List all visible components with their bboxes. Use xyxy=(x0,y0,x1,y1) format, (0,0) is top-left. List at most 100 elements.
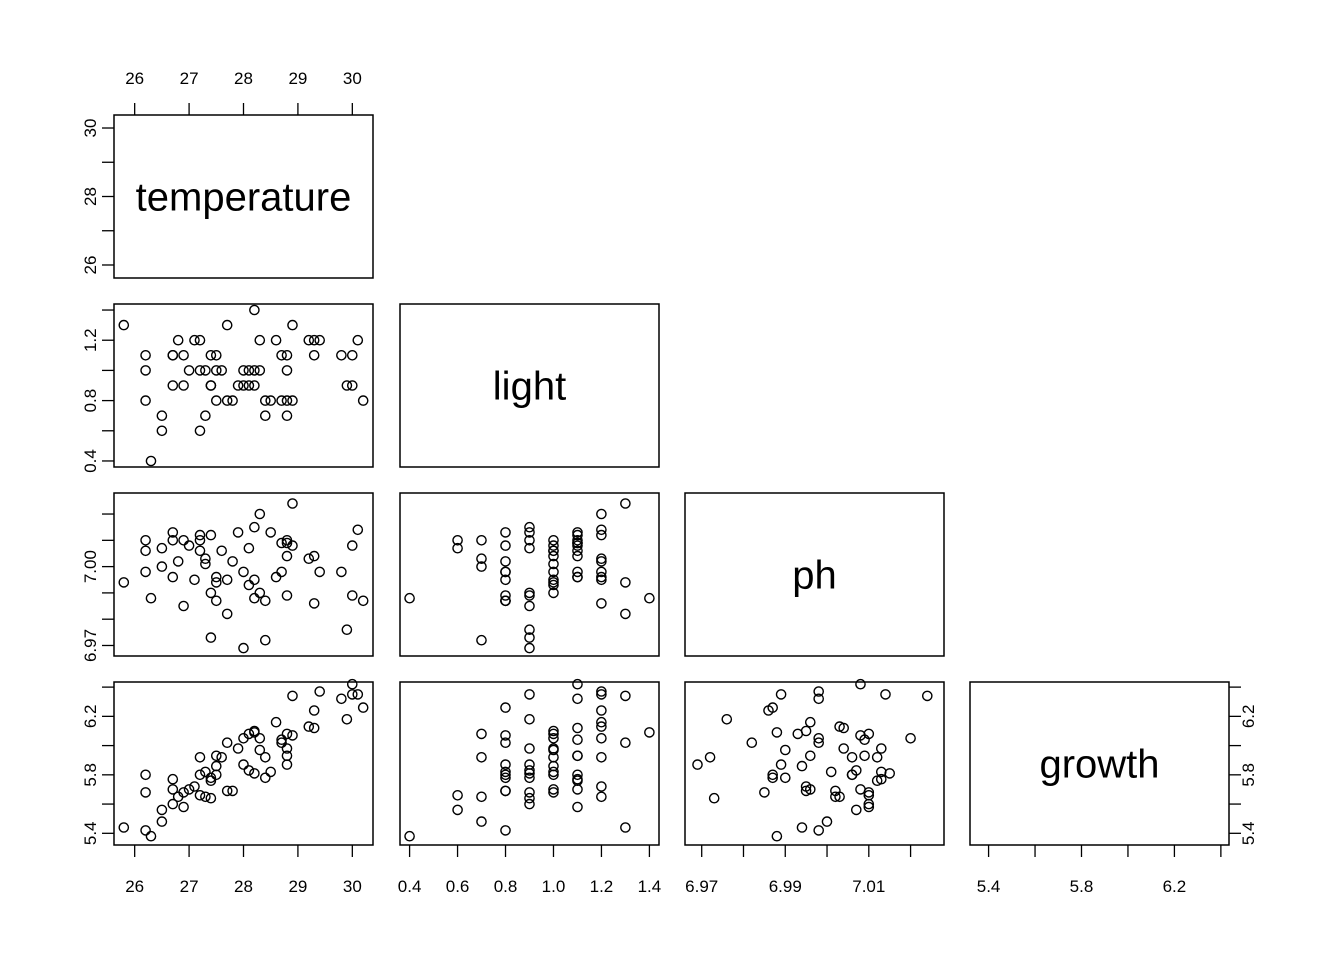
point-growth-vs-ph xyxy=(876,743,887,754)
point-growth-vs-temperature xyxy=(243,728,255,740)
point-ph-vs-light xyxy=(572,540,583,551)
point-growth-vs-ph xyxy=(838,743,850,754)
point-growth-vs-light xyxy=(572,678,583,690)
point-growth-vs-temperature xyxy=(183,784,195,795)
point-growth-vs-ph xyxy=(721,714,733,725)
point-ph-vs-light xyxy=(620,577,631,588)
point-light-vs-temperature xyxy=(259,410,271,422)
panel-growth-vs-growth xyxy=(969,681,1230,846)
tick-label-bottom-light: 0.4 xyxy=(398,877,422,896)
point-ph-vs-light xyxy=(596,508,607,520)
point-light-vs-temperature xyxy=(238,380,249,391)
point-light-vs-temperature xyxy=(232,380,244,391)
point-growth-vs-light xyxy=(596,752,607,763)
point-growth-vs-temperature xyxy=(145,830,157,842)
panel-light-vs-light xyxy=(399,303,660,468)
point-growth-vs-light xyxy=(500,772,511,784)
point-growth-vs-light xyxy=(596,733,607,744)
point-growth-vs-temperature xyxy=(205,775,217,787)
point-growth-vs-light xyxy=(404,830,415,842)
point-ph-vs-light xyxy=(524,590,535,601)
point-light-vs-temperature xyxy=(205,349,217,361)
point-light-vs-temperature xyxy=(216,365,227,376)
point-ph-vs-light xyxy=(572,529,583,541)
point-growth-vs-ph xyxy=(813,737,825,749)
point-ph-vs-temperature xyxy=(194,545,206,557)
point-ph-vs-light xyxy=(500,540,511,551)
point-growth-vs-ph xyxy=(805,750,816,762)
tick-label-bottom-growth: 5.4 xyxy=(977,877,1001,896)
point-growth-vs-temperature xyxy=(346,689,358,700)
point-ph-vs-temperature xyxy=(227,556,238,567)
point-ph-vs-light xyxy=(596,553,607,565)
point-growth-vs-ph xyxy=(871,775,883,787)
point-growth-vs-temperature xyxy=(194,790,206,801)
point-ph-vs-temperature xyxy=(221,574,233,586)
tick-label-left-ph: 6.97 xyxy=(81,629,100,662)
point-ph-vs-light xyxy=(500,590,511,601)
point-growth-vs-temperature xyxy=(140,825,151,836)
point-growth-vs-temperature xyxy=(221,737,233,749)
tick-label-bottom-temperature: 30 xyxy=(343,877,362,896)
point-ph-vs-light xyxy=(548,574,559,586)
point-growth-vs-temperature xyxy=(276,734,287,746)
point-growth-vs-temperature xyxy=(194,769,206,781)
point-growth-vs-light xyxy=(572,801,583,813)
point-light-vs-temperature xyxy=(167,380,179,391)
point-growth-vs-light xyxy=(620,737,631,749)
point-growth-vs-ph xyxy=(780,772,791,784)
point-light-vs-temperature xyxy=(210,349,222,361)
point-growth-vs-temperature xyxy=(281,743,293,754)
point-growth-vs-light xyxy=(548,784,559,795)
panel-ph-vs-temperature xyxy=(113,492,374,657)
point-ph-vs-temperature xyxy=(281,550,293,562)
point-ph-vs-temperature xyxy=(276,537,287,549)
tick-label-top-temperature: 26 xyxy=(125,69,144,88)
point-ph-vs-temperature xyxy=(178,535,189,546)
point-ph-vs-temperature xyxy=(178,600,189,612)
point-ph-vs-light xyxy=(404,592,415,604)
point-growth-vs-light xyxy=(620,690,631,702)
point-light-vs-temperature xyxy=(200,410,211,422)
point-growth-vs-ph xyxy=(775,759,787,770)
point-light-vs-temperature xyxy=(276,395,287,406)
point-growth-vs-light xyxy=(596,705,607,716)
point-growth-vs-light xyxy=(572,784,583,795)
point-ph-vs-temperature xyxy=(216,545,227,557)
tick-label-right-growth: 5.4 xyxy=(1239,821,1258,845)
point-ph-vs-temperature xyxy=(276,566,287,578)
tick-label-bottom-temperature: 26 xyxy=(125,877,144,896)
tick-label-left-growth: 5.4 xyxy=(81,821,100,845)
point-light-vs-temperature xyxy=(308,334,320,346)
tick-label-bottom-ph: 6.97 xyxy=(685,877,718,896)
point-growth-vs-temperature xyxy=(178,787,189,798)
point-ph-vs-light xyxy=(500,527,511,538)
point-light-vs-temperature xyxy=(249,365,260,376)
point-growth-vs-temperature xyxy=(227,785,238,797)
point-ph-vs-temperature xyxy=(167,571,179,583)
point-growth-vs-ph xyxy=(780,744,791,756)
point-light-vs-temperature xyxy=(249,304,260,316)
panel-ph-vs-ph xyxy=(684,492,945,657)
point-ph-vs-temperature xyxy=(194,535,206,546)
point-light-vs-temperature xyxy=(238,365,249,376)
point-ph-vs-temperature xyxy=(357,595,369,607)
point-ph-vs-temperature xyxy=(156,542,168,554)
point-ph-vs-temperature xyxy=(265,527,277,538)
point-ph-vs-temperature xyxy=(249,574,260,586)
tick-label-left-ph: 7.00 xyxy=(81,550,100,583)
point-ph-vs-temperature xyxy=(200,558,211,570)
point-growth-vs-ph xyxy=(905,733,916,744)
point-ph-vs-light xyxy=(596,556,607,567)
point-growth-vs-temperature xyxy=(238,759,249,770)
point-growth-vs-ph xyxy=(767,769,779,781)
point-growth-vs-temperature xyxy=(200,766,211,778)
point-light-vs-temperature xyxy=(156,410,168,422)
point-growth-vs-temperature xyxy=(259,772,271,784)
point-ph-vs-light xyxy=(572,571,583,583)
point-ph-vs-light xyxy=(596,571,607,583)
point-ph-vs-light xyxy=(524,624,535,636)
point-ph-vs-temperature xyxy=(308,550,320,562)
point-ph-vs-light xyxy=(548,540,559,551)
variable-label-temperature: temperature xyxy=(136,176,352,220)
